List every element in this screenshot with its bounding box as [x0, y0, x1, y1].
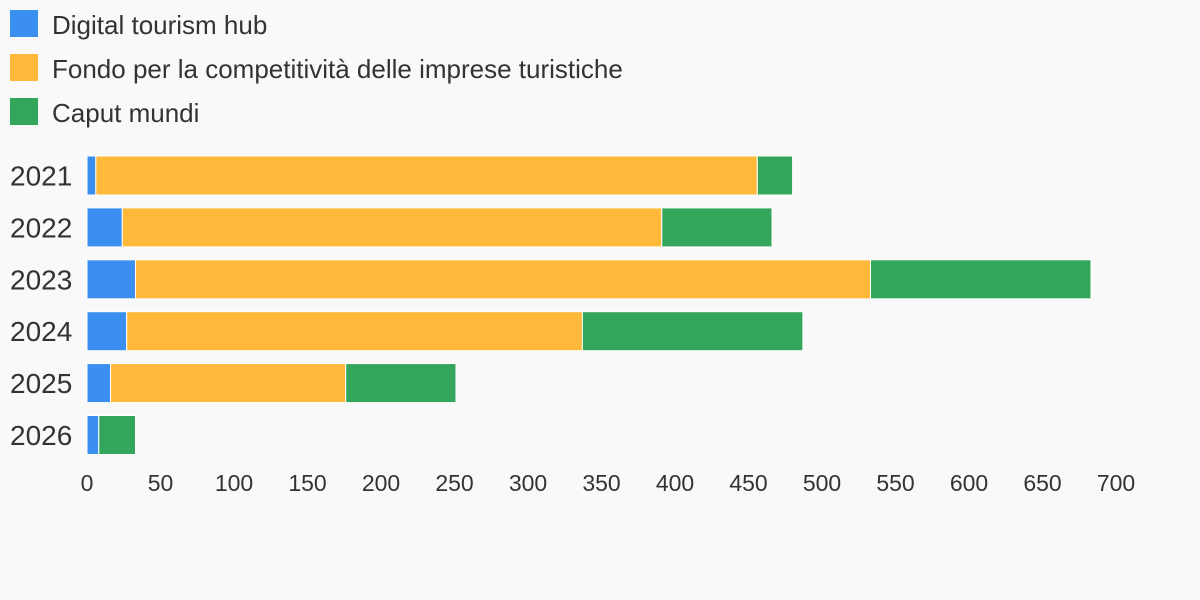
- legend-label-fondo-per-la-competitivita-delle-imprese-turistiche: Fondo per la competitività delle imprese…: [52, 54, 623, 84]
- bar-2022-caput-mundi: [661, 207, 773, 248]
- y-label-2021: 2021: [10, 161, 72, 192]
- x-tick-250: 250: [435, 470, 473, 496]
- bars: [86, 155, 1092, 455]
- bar-2021-digital-tourism-hub: [86, 155, 97, 196]
- x-tick-150: 150: [288, 470, 326, 496]
- bar-2026-digital-tourism-hub: [86, 415, 100, 455]
- legend-swatch-digital-tourism-hub: [10, 10, 38, 37]
- bar-2024-caput-mundi: [581, 311, 804, 352]
- x-tick-600: 600: [950, 470, 988, 496]
- bar-2024-digital-tourism-hub: [86, 311, 128, 352]
- x-tick-550: 550: [876, 470, 914, 496]
- bar-2023-fondo-per-la-competitivita-delle-imprese-turistiche: [135, 259, 872, 300]
- legend-swatch-fondo-per-la-competitivita-delle-imprese-turistiche: [10, 54, 38, 81]
- y-axis-labels: 2021 2022 2023 2024 2025 2026: [10, 161, 72, 452]
- bar-2025-fondo-per-la-competitivita-delle-imprese-turistiche: [110, 363, 347, 404]
- y-label-2022: 2022: [10, 212, 72, 243]
- bar-2022-fondo-per-la-competitivita-delle-imprese-turistiche: [121, 207, 663, 248]
- bar-2024-fondo-per-la-competitivita-delle-imprese-turistiche: [126, 311, 583, 352]
- legend: Digital tourism hub Fondo per la competit…: [10, 10, 623, 128]
- x-tick-450: 450: [729, 470, 767, 496]
- x-axis-ticks: 0 50 100 150 200 250 300 350 400 450 500 550 600 650 7…: [81, 470, 1136, 496]
- bar-2026-caput-mundi: [98, 415, 137, 455]
- x-tick-300: 300: [509, 470, 547, 496]
- legend-label-caput-mundi: Caput mundi: [52, 98, 199, 128]
- x-tick-500: 500: [803, 470, 841, 496]
- bar-2025-digital-tourism-hub: [86, 363, 112, 404]
- bar-2025-caput-mundi: [345, 363, 457, 404]
- y-label-2025: 2025: [10, 368, 72, 399]
- bar-2021-caput-mundi: [756, 155, 794, 196]
- x-tick-350: 350: [582, 470, 620, 496]
- x-tick-700: 700: [1097, 470, 1135, 496]
- legend-swatch-caput-mundi: [10, 98, 38, 125]
- x-tick-0: 0: [81, 470, 94, 496]
- legend-label-digital-tourism-hub: Digital tourism hub: [52, 10, 267, 40]
- bar-2023-caput-mundi: [870, 259, 1092, 300]
- x-tick-650: 650: [1023, 470, 1061, 496]
- x-tick-100: 100: [215, 470, 253, 496]
- y-label-2023: 2023: [10, 264, 72, 295]
- x-tick-50: 50: [148, 470, 174, 496]
- bar-2022-digital-tourism-hub: [86, 207, 123, 248]
- x-tick-400: 400: [656, 470, 694, 496]
- y-label-2026: 2026: [10, 420, 72, 451]
- bar-2021-fondo-per-la-competitivita-delle-imprese-turistiche: [95, 155, 758, 196]
- y-label-2024: 2024: [10, 316, 72, 347]
- bar-2023-digital-tourism-hub: [86, 259, 137, 300]
- x-tick-200: 200: [362, 470, 400, 496]
